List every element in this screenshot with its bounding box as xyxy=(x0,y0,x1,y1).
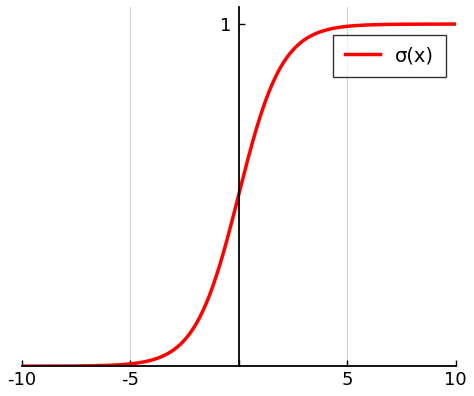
σ(x) xyxy=(440,22,446,27)
σ(x) xyxy=(219,258,224,263)
σ(x) xyxy=(440,22,446,27)
σ(x) xyxy=(361,23,366,27)
σ(x) xyxy=(18,364,24,369)
Line: σ(x): σ(x) xyxy=(21,24,456,366)
σ(x) xyxy=(41,364,46,369)
σ(x) xyxy=(230,216,236,221)
σ(x) xyxy=(453,22,458,27)
Legend: σ(x): σ(x) xyxy=(333,34,446,77)
